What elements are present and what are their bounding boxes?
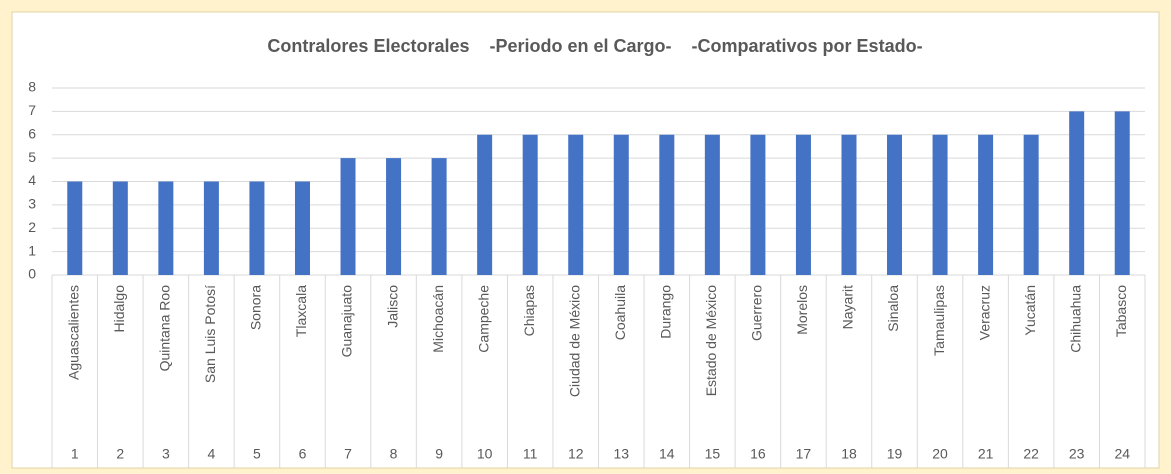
- x-group-label: 23: [1069, 446, 1085, 462]
- x-group-label: 2: [116, 446, 124, 462]
- bar: [112, 181, 128, 275]
- bar: [340, 158, 356, 275]
- bar: [659, 134, 675, 275]
- x-group-label: 13: [613, 446, 629, 462]
- x-group-label: 24: [1114, 446, 1130, 462]
- x-group-label: 6: [299, 446, 307, 462]
- x-tick-label: San Luis Potosí: [202, 285, 218, 383]
- x-group-label: 11: [523, 446, 538, 462]
- x-tick-label: Tlaxcala: [293, 285, 309, 337]
- x-group-label: 3: [162, 446, 170, 462]
- bar: [887, 134, 903, 275]
- y-tick-label: 1: [28, 242, 36, 258]
- x-group-label: 7: [344, 446, 352, 462]
- x-tick-label: Tamaulipas: [931, 285, 947, 356]
- x-tick-label: Tabasco: [1113, 285, 1129, 337]
- bar: [613, 134, 629, 275]
- x-group-label: 20: [932, 446, 948, 462]
- bar: [841, 134, 857, 275]
- bar: [203, 181, 219, 275]
- bar: [249, 181, 265, 275]
- x-tick-label: Sonora: [248, 285, 264, 330]
- x-group-label: 22: [1023, 446, 1039, 462]
- x-tick-label: Estado de México: [703, 285, 719, 396]
- bar: [704, 134, 720, 275]
- bar: [477, 134, 493, 275]
- x-group-label: 9: [435, 446, 443, 462]
- x-group-label: 15: [705, 446, 721, 462]
- x-group-label: 17: [796, 446, 812, 462]
- x-tick-label: Morelos: [794, 285, 810, 335]
- y-tick-label: 7: [28, 102, 36, 118]
- bar: [522, 134, 538, 275]
- y-tick-label: 8: [28, 79, 36, 95]
- x-tick-label: Michoacán: [430, 285, 446, 353]
- x-group-label: 4: [207, 446, 215, 462]
- x-tick-label: Ciudad de México: [566, 285, 582, 397]
- x-group-label: 14: [659, 446, 675, 462]
- x-tick-label: Quintana Roo: [157, 285, 173, 372]
- chart-title: Contralores Electorales -Periodo en el C…: [267, 36, 922, 56]
- x-group-label: 1: [71, 446, 79, 462]
- x-tick-label: Yucatán: [1022, 285, 1038, 336]
- bar: [795, 134, 811, 275]
- bar: [158, 181, 174, 275]
- y-tick-label: 6: [28, 125, 36, 141]
- x-tick-label: Jalisco: [384, 285, 400, 328]
- x-group-label: 8: [390, 446, 398, 462]
- x-tick-label: Coahuila: [612, 285, 628, 340]
- x-group-label: 5: [253, 446, 261, 462]
- y-tick-label: 2: [28, 219, 36, 235]
- y-tick-label: 0: [28, 266, 36, 282]
- x-tick-label: Guerrero: [749, 285, 765, 341]
- bar: [932, 134, 948, 275]
- bar: [1069, 111, 1085, 275]
- x-tick-label: Aguascalientes: [65, 285, 81, 380]
- x-tick-label: Durango: [658, 285, 674, 339]
- y-tick-label: 3: [28, 196, 36, 212]
- bar: [1114, 111, 1130, 275]
- x-tick-label: Guanajuato: [339, 285, 355, 358]
- x-tick-label: Hidalgo: [111, 285, 127, 333]
- x-tick-label: Chiapas: [521, 285, 537, 336]
- y-tick-label: 4: [28, 172, 36, 188]
- x-group-label: 12: [568, 446, 584, 462]
- x-group-label: 18: [841, 446, 857, 462]
- bar: [431, 158, 447, 275]
- bar: [67, 181, 83, 275]
- bar: [978, 134, 994, 275]
- x-tick-label: Veracruz: [976, 285, 992, 340]
- y-tick-label: 5: [28, 149, 36, 165]
- x-group-label: 19: [887, 446, 903, 462]
- bar: [750, 134, 766, 275]
- x-tick-label: Nayarit: [840, 285, 856, 329]
- x-tick-label: Campeche: [475, 285, 491, 353]
- x-group-label: 10: [477, 446, 493, 462]
- x-tick-label: Sinaloa: [885, 285, 901, 332]
- bar: [568, 134, 584, 275]
- bar: [386, 158, 402, 275]
- x-group-label: 16: [750, 446, 766, 462]
- x-group-label: 21: [978, 446, 994, 462]
- bar: [294, 181, 310, 275]
- bar: [1023, 134, 1039, 275]
- x-tick-label: Chihuahua: [1067, 285, 1083, 353]
